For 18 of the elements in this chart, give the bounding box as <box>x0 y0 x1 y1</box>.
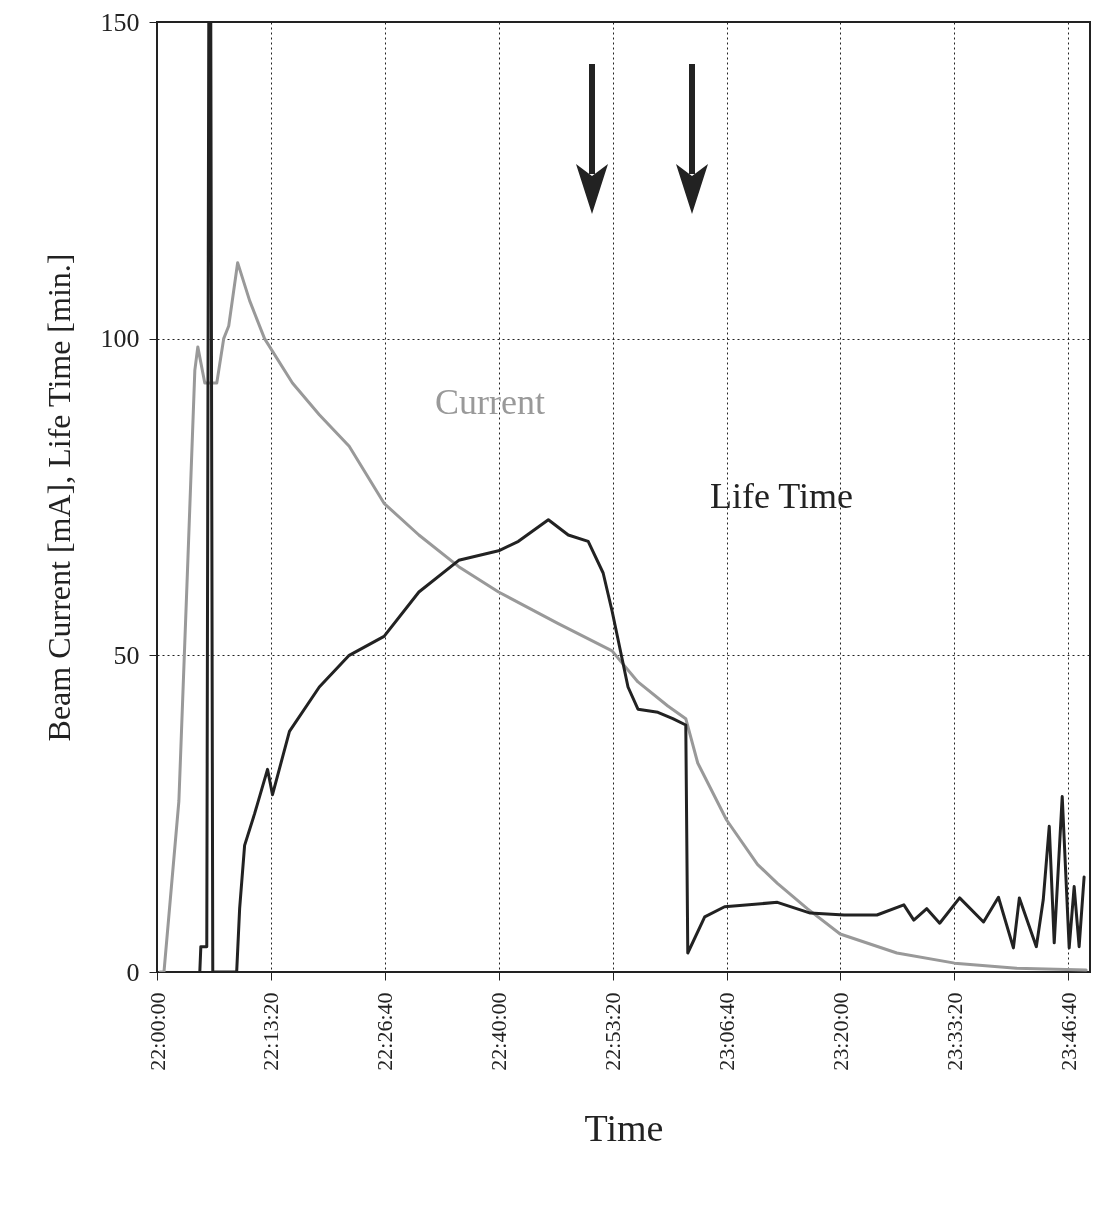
y-tick-label: 150 <box>100 7 140 37</box>
x-tick-label: 22:53:20 <box>600 992 626 1071</box>
line-series <box>158 261 1088 972</box>
x-tick-label: 22:00:00 <box>144 992 170 1071</box>
x-tick-label: 23:20:00 <box>828 992 853 1071</box>
y-tick-label: 0 <box>126 957 140 987</box>
text: Life Time <box>710 476 854 516</box>
x-tick-label: 22:40:00 <box>486 992 512 1071</box>
x-axis-title: Time <box>584 1106 664 1149</box>
y-axis-title: Beam Current [mA], Life Time [min.] <box>40 253 77 742</box>
x-tick-label: 22:26:40 <box>372 992 398 1071</box>
y-tick-label: 50 <box>113 640 140 670</box>
x-tick-label: 22:13:20 <box>258 992 284 1071</box>
x-tick-label: 23:33:20 <box>941 992 967 1071</box>
x-tick-label: 23:46:40 <box>1055 992 1081 1071</box>
x-tick-label: 23:06:40 <box>714 992 740 1071</box>
y-tick-label: 100 <box>100 324 140 354</box>
text: Current <box>435 382 545 422</box>
